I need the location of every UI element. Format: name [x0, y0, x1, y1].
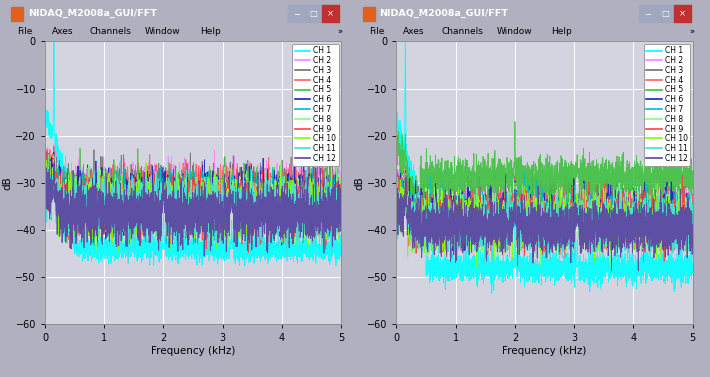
- Bar: [674, 5, 691, 22]
- Text: Axes: Axes: [52, 27, 73, 36]
- Text: □: □: [661, 9, 669, 18]
- Y-axis label: dB: dB: [354, 176, 364, 190]
- Text: Window: Window: [145, 27, 180, 36]
- Y-axis label: dB: dB: [3, 176, 13, 190]
- X-axis label: Frequency (kHz): Frequency (kHz): [151, 346, 235, 356]
- Text: ×: ×: [679, 9, 686, 18]
- Text: Axes: Axes: [403, 27, 425, 36]
- Text: Channels: Channels: [89, 27, 131, 36]
- Text: ×: ×: [327, 9, 334, 18]
- Text: »: »: [338, 27, 343, 36]
- Text: Help: Help: [200, 27, 221, 36]
- Legend: CH 1, CH 2, CH 3, CH 4, CH 5, CH 6, CH 7, CH 8, CH 9, CH 10, CH 11, CH 12: CH 1, CH 2, CH 3, CH 4, CH 5, CH 6, CH 7…: [292, 44, 339, 166]
- Bar: [363, 6, 375, 21]
- Bar: [657, 5, 674, 22]
- X-axis label: Frequency (kHz): Frequency (kHz): [502, 346, 586, 356]
- Text: NIDAQ_M2008a_GUI/FFT: NIDAQ_M2008a_GUI/FFT: [28, 9, 157, 18]
- Bar: [11, 6, 23, 21]
- Text: □: □: [310, 9, 317, 18]
- Bar: [288, 5, 305, 22]
- Text: ─: ─: [645, 9, 650, 18]
- Bar: [305, 5, 322, 22]
- Text: File: File: [18, 27, 33, 36]
- Bar: [322, 5, 339, 22]
- Text: ─: ─: [294, 9, 299, 18]
- Text: »: »: [689, 27, 694, 36]
- Legend: CH 1, CH 2, CH 3, CH 4, CH 5, CH 6, CH 7, CH 8, CH 9, CH 10, CH 11, CH 12: CH 1, CH 2, CH 3, CH 4, CH 5, CH 6, CH 7…: [643, 44, 690, 166]
- Text: NIDAQ_M2008a_GUI/FFT: NIDAQ_M2008a_GUI/FFT: [379, 9, 508, 18]
- Text: Channels: Channels: [441, 27, 483, 36]
- Text: Help: Help: [552, 27, 572, 36]
- Text: Window: Window: [496, 27, 532, 36]
- Text: File: File: [369, 27, 384, 36]
- Bar: [639, 5, 657, 22]
